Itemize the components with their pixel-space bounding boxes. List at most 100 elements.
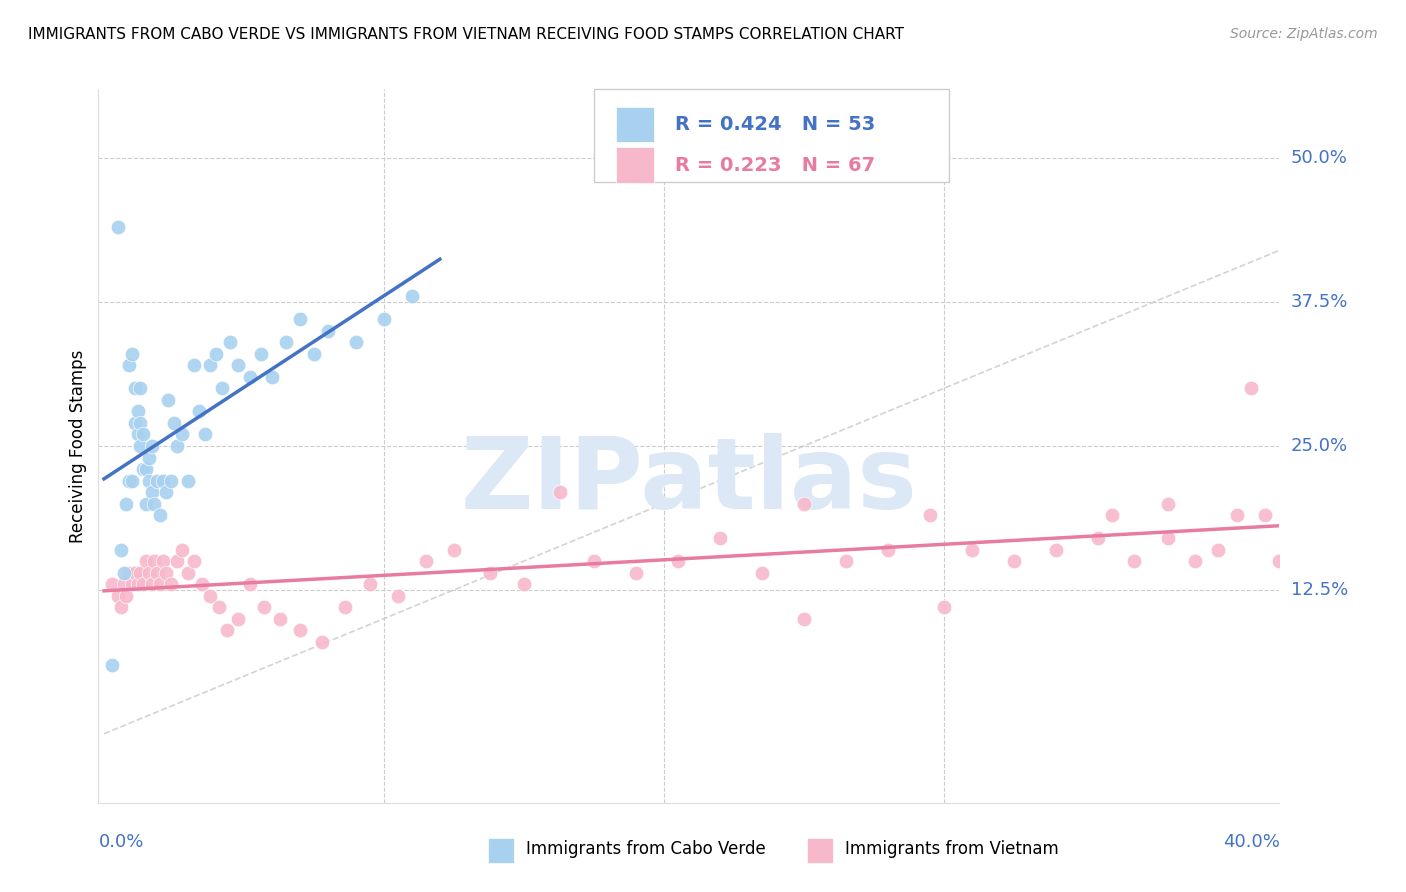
Point xyxy=(135,554,157,568)
Point xyxy=(205,347,228,361)
FancyBboxPatch shape xyxy=(807,838,832,863)
Point xyxy=(138,566,160,580)
Point xyxy=(751,566,773,580)
Point xyxy=(155,485,177,500)
Point xyxy=(288,312,311,326)
Text: 25.0%: 25.0% xyxy=(1291,437,1348,455)
Point xyxy=(127,577,149,591)
Text: ZIPatlas: ZIPatlas xyxy=(461,434,917,530)
Point xyxy=(415,554,437,568)
Point xyxy=(112,566,135,580)
Point xyxy=(138,474,160,488)
Point xyxy=(132,427,155,442)
Point xyxy=(118,474,141,488)
Point xyxy=(118,359,141,373)
Point xyxy=(834,554,856,568)
Point xyxy=(141,439,163,453)
Point xyxy=(479,566,502,580)
Point xyxy=(166,554,188,568)
Point xyxy=(101,657,124,672)
Point xyxy=(876,542,898,557)
Point xyxy=(624,566,647,580)
Text: R = 0.223   N = 67: R = 0.223 N = 67 xyxy=(675,156,875,175)
Point xyxy=(269,612,291,626)
Point xyxy=(183,359,205,373)
Point xyxy=(188,404,211,418)
Point xyxy=(274,335,297,350)
Point xyxy=(200,589,222,603)
Text: 12.5%: 12.5% xyxy=(1291,581,1348,599)
Point xyxy=(1122,554,1144,568)
Point xyxy=(172,427,194,442)
Point xyxy=(127,404,149,418)
Point xyxy=(172,542,194,557)
Point xyxy=(344,335,367,350)
Point xyxy=(918,508,941,522)
Point xyxy=(152,554,174,568)
Point xyxy=(124,566,146,580)
Point xyxy=(932,600,955,615)
Point xyxy=(443,542,465,557)
Point xyxy=(132,462,155,476)
Point xyxy=(149,508,172,522)
Point xyxy=(160,577,183,591)
Point xyxy=(1101,508,1123,522)
Point xyxy=(127,427,149,442)
Point xyxy=(217,623,239,637)
Point xyxy=(118,566,141,580)
Point xyxy=(138,450,160,465)
Point xyxy=(135,462,157,476)
Point xyxy=(121,577,143,591)
Text: Immigrants from Cabo Verde: Immigrants from Cabo Verde xyxy=(526,840,766,858)
Point xyxy=(249,347,271,361)
Point xyxy=(152,474,174,488)
Point xyxy=(141,485,163,500)
Point xyxy=(219,335,242,350)
Point xyxy=(163,416,186,430)
Point xyxy=(129,381,152,395)
Text: 0.0%: 0.0% xyxy=(98,833,143,851)
Point xyxy=(160,474,183,488)
Point xyxy=(1254,508,1277,522)
FancyBboxPatch shape xyxy=(616,107,654,143)
Point xyxy=(582,554,605,568)
Point xyxy=(228,612,250,626)
Point xyxy=(157,392,180,407)
Point xyxy=(387,589,409,603)
Text: 37.5%: 37.5% xyxy=(1291,293,1348,311)
Point xyxy=(709,531,731,545)
Point xyxy=(1268,554,1291,568)
Point xyxy=(141,577,163,591)
Point xyxy=(960,542,983,557)
Point xyxy=(143,497,166,511)
Point xyxy=(260,370,283,384)
Point xyxy=(177,566,200,580)
FancyBboxPatch shape xyxy=(488,838,515,863)
Point xyxy=(238,370,260,384)
Point xyxy=(146,474,169,488)
Point xyxy=(316,324,339,338)
Text: IMMIGRANTS FROM CABO VERDE VS IMMIGRANTS FROM VIETNAM RECEIVING FOOD STAMPS CORR: IMMIGRANTS FROM CABO VERDE VS IMMIGRANTS… xyxy=(28,27,904,42)
Text: R = 0.424   N = 53: R = 0.424 N = 53 xyxy=(675,115,875,134)
Point xyxy=(124,416,146,430)
Text: 40.0%: 40.0% xyxy=(1223,833,1279,851)
Point xyxy=(129,439,152,453)
Point xyxy=(146,566,169,580)
Point xyxy=(1156,497,1178,511)
Point xyxy=(107,589,129,603)
Text: 50.0%: 50.0% xyxy=(1291,149,1347,168)
Point xyxy=(115,589,138,603)
Point xyxy=(252,600,274,615)
Point xyxy=(107,220,129,235)
Point xyxy=(110,542,132,557)
Point xyxy=(110,600,132,615)
Point xyxy=(793,612,815,626)
FancyBboxPatch shape xyxy=(616,147,654,183)
Point xyxy=(149,577,172,591)
Point xyxy=(793,497,815,511)
Point xyxy=(373,312,395,326)
Point xyxy=(548,485,571,500)
Point xyxy=(166,439,188,453)
Point xyxy=(513,577,536,591)
Point xyxy=(112,577,135,591)
